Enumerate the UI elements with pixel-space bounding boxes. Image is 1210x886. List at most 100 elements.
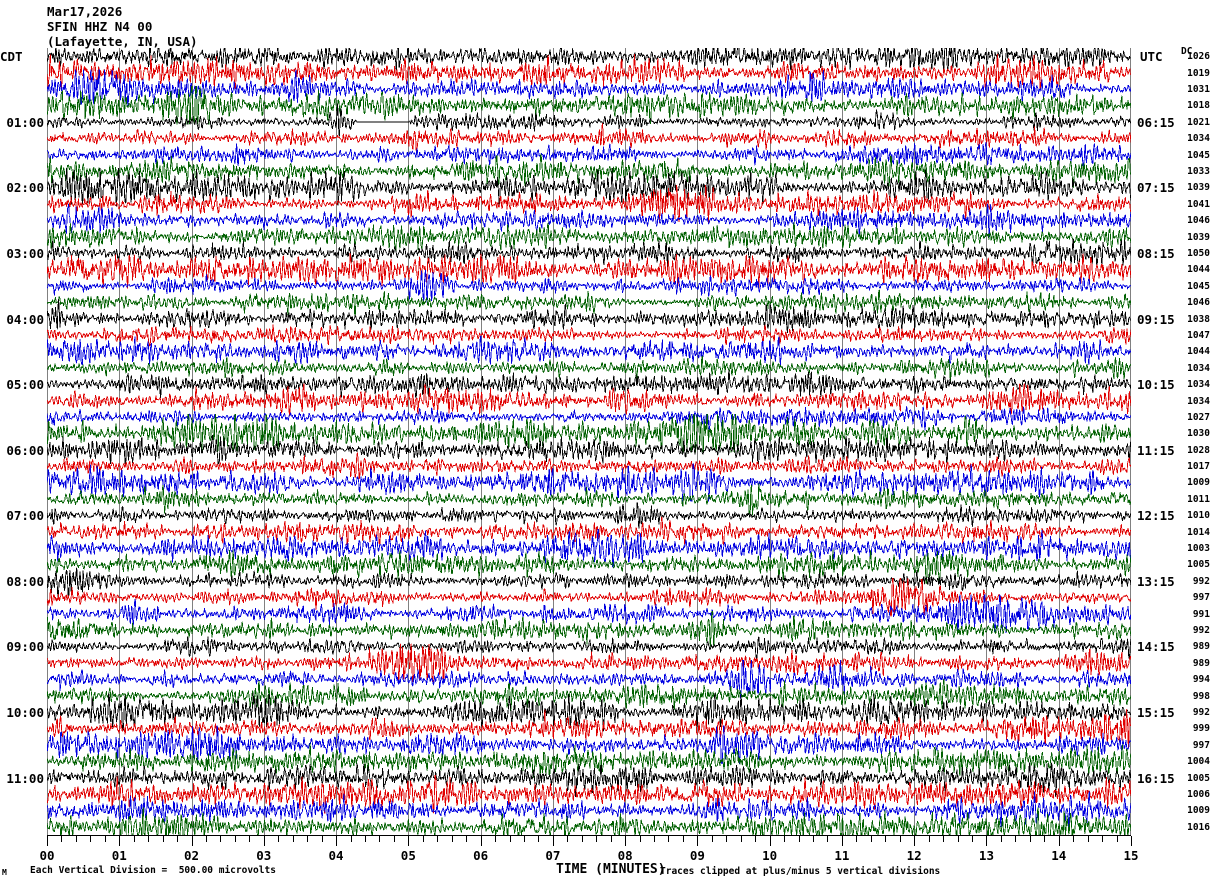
- dc-value-15: 1046: [1187, 297, 1210, 309]
- cdt-label-36: 09:00: [6, 639, 44, 655]
- cdt-label-16: 04:00: [6, 311, 44, 327]
- trace-row-44: [47, 762, 1131, 797]
- dc-value-32: 992: [1192, 575, 1210, 587]
- trace-row-22: [47, 406, 1131, 431]
- dc-value-19: 1034: [1187, 362, 1210, 374]
- header-station: SFIN HHZ N4 00: [47, 19, 153, 34]
- x-tick-minor-6-3: [523, 836, 525, 842]
- trace-row-26: [47, 463, 1131, 502]
- x-tick-minor-3-4: [321, 836, 323, 842]
- dc-value-29: 1014: [1187, 526, 1210, 538]
- x-tick-minor-14-2: [1087, 836, 1089, 842]
- trace-row-6: [47, 141, 1131, 168]
- x-tick-label-13: 13: [978, 848, 994, 863]
- dc-value-35: 992: [1192, 625, 1210, 637]
- x-tick-minor-12-4: [972, 836, 973, 842]
- dc-value-2: 1031: [1187, 83, 1210, 95]
- gridline-minute-8: [625, 48, 627, 835]
- x-tick-major-6: [480, 836, 482, 846]
- trace-row-7: [47, 153, 1131, 188]
- x-tick-minor-13-4: [1044, 836, 1046, 842]
- trace-row-14: [47, 269, 1131, 303]
- x-axis-line: [47, 835, 1131, 836]
- x-tick-minor-3-3: [307, 836, 309, 842]
- x-tick-minor-7-2: [581, 836, 583, 842]
- x-tick-label-08: 08: [617, 848, 633, 863]
- trace-row-15: [47, 289, 1131, 318]
- dc-value-3: 1018: [1187, 100, 1210, 112]
- x-tick-minor-4-3: [379, 836, 381, 842]
- dc-value-5: 1034: [1187, 133, 1210, 145]
- x-tick-minor-3-1: [278, 836, 280, 842]
- utc-label-24: 11:15: [1137, 442, 1175, 458]
- utc-label-44: 16:15: [1137, 770, 1175, 786]
- utc-label-36: 14:15: [1137, 639, 1175, 655]
- x-tick-label-05: 05: [400, 848, 416, 863]
- x-tick-minor-13-3: [1029, 836, 1031, 842]
- dc-value-4: 1021: [1187, 116, 1210, 128]
- dc-value-46: 1009: [1187, 805, 1210, 817]
- dc-value-14: 1045: [1187, 280, 1210, 292]
- scale-note: Each Vertical Division = 500.00 microvol…: [30, 865, 276, 876]
- cdt-label-24: 06:00: [6, 442, 44, 458]
- trace-row-27: [47, 482, 1131, 516]
- dc-value-25: 1017: [1187, 461, 1210, 473]
- x-tick-label-11: 11: [834, 848, 850, 863]
- helicorder-plot[interactable]: [47, 48, 1131, 835]
- x-tick-label-00: 00: [39, 848, 55, 863]
- dc-value-34: 991: [1192, 608, 1210, 620]
- x-tick-minor-4-2: [364, 836, 366, 842]
- cdt-label-12: 03:00: [6, 245, 44, 261]
- trace-row-4: [47, 103, 1131, 137]
- clipping-note: Traces clipped at plus/minus 5 vertical …: [660, 866, 941, 877]
- trace-row-3: [47, 86, 1131, 125]
- trace-row-18: [47, 335, 1131, 366]
- x-tick-major-7: [552, 836, 554, 846]
- trace-row-11: [47, 222, 1131, 252]
- x-tick-minor-1-1: [133, 836, 135, 842]
- x-tick-major-15: [1131, 836, 1132, 846]
- x-tick-minor-12-1: [928, 836, 930, 842]
- dc-value-37: 989: [1192, 657, 1210, 669]
- corner-glyph: M: [2, 868, 7, 877]
- trace-row-20: [47, 369, 1131, 399]
- gridline-minute-12: [914, 48, 916, 835]
- header-location: (Lafayette, IN, USA): [47, 34, 198, 49]
- x-tick-major-14: [1058, 836, 1060, 846]
- trace-row-39: [47, 678, 1131, 711]
- trace-row-31: [47, 549, 1131, 584]
- dc-value-9: 1041: [1187, 198, 1210, 210]
- x-tick-major-10: [769, 836, 771, 846]
- trace-row-37: [47, 643, 1131, 683]
- x-tick-minor-11-1: [856, 836, 858, 842]
- cdt-label-28: 07:00: [6, 508, 44, 524]
- dc-value-6: 1045: [1187, 149, 1210, 161]
- utc-label-8: 07:15: [1137, 180, 1175, 196]
- x-tick-minor-12-2: [943, 836, 945, 842]
- x-tick-label-06: 06: [473, 848, 489, 863]
- x-tick-major-5: [408, 836, 410, 846]
- x-tick-minor-13-1: [1000, 836, 1002, 842]
- x-tick-minor-5-4: [466, 836, 468, 842]
- x-tick-minor-13-2: [1015, 836, 1017, 842]
- dc-value-7: 1033: [1187, 165, 1210, 177]
- x-tick-minor-14-4: [1116, 836, 1118, 842]
- x-tick-minor-5-3: [451, 836, 453, 842]
- trace-row-36: [47, 636, 1131, 660]
- gridline-minute-3: [263, 48, 265, 835]
- x-tick-minor-2-4: [249, 836, 251, 842]
- x-tick-minor-6-4: [538, 836, 540, 842]
- dc-value-18: 1044: [1187, 346, 1210, 358]
- dc-value-23: 1030: [1187, 428, 1210, 440]
- dc-value-21: 1034: [1187, 395, 1210, 407]
- x-tick-minor-8-3: [668, 836, 670, 842]
- x-tick-minor-0-2: [75, 836, 77, 842]
- trace-row-24: [47, 435, 1131, 465]
- gridline-minute-11: [841, 48, 843, 835]
- x-tick-minor-2-1: [205, 836, 207, 842]
- dc-value-16: 1038: [1187, 313, 1210, 325]
- gridline-minute-13: [986, 48, 988, 835]
- dc-value-20: 1034: [1187, 379, 1210, 391]
- dc-value-26: 1009: [1187, 477, 1210, 489]
- dc-value-0: 1026: [1187, 51, 1210, 63]
